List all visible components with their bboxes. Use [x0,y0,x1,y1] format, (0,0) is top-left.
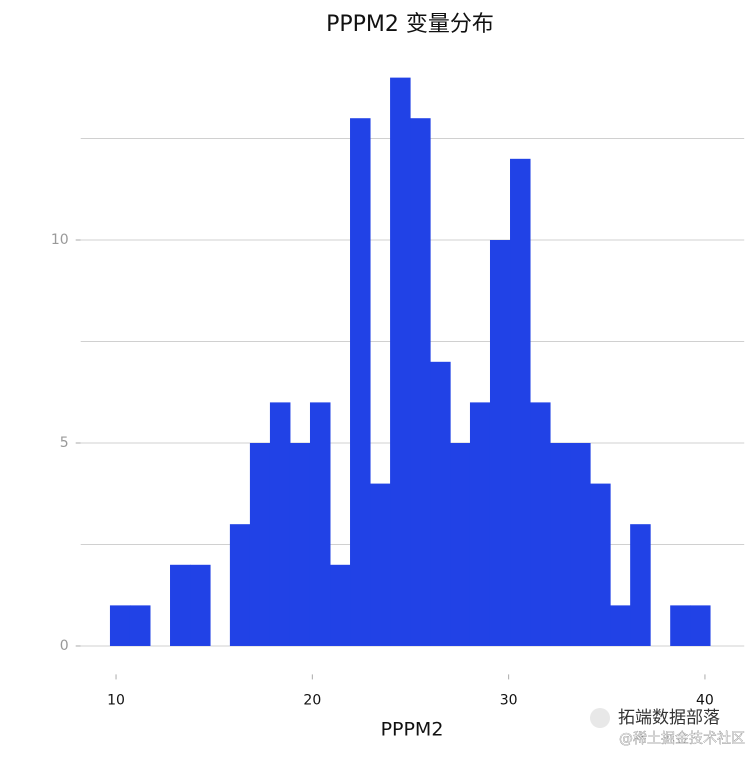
bar [590,483,611,646]
bar [170,564,191,646]
watermark-text: 拓端数据部落 [618,708,720,728]
y-tick-label: 10 [51,232,69,248]
x-tick-label: 10 [107,692,125,708]
bar [129,605,151,646]
bar [489,240,511,646]
bar [330,564,351,646]
bar [469,402,491,646]
bar [269,402,291,646]
bar [370,483,391,646]
chart-title: PPPM2 变量分布 [326,12,494,37]
bar [190,564,211,646]
bar [450,442,471,646]
x-tick-label: 40 [696,692,714,708]
watermark-text: @稀土掘金技术社区 [619,731,745,747]
watermark: 拓端数据部落 @稀土掘金技术社区 [590,708,745,747]
bar [610,605,631,646]
bar [289,442,311,646]
bar [510,158,531,646]
bar [229,524,251,646]
bar [109,605,131,646]
bar [410,118,431,646]
bar [530,402,551,646]
y-tick-label: 5 [60,435,69,451]
x-tick-label: 30 [500,692,518,708]
bar [670,605,691,646]
watermark-icon [590,708,610,728]
bar [390,77,411,646]
bar [430,361,451,646]
x-axis-label: PPPM2 [381,719,444,741]
bar [570,442,591,646]
bar [630,524,651,646]
bar [550,442,571,646]
bar [249,442,271,646]
bar [690,605,711,646]
bar [350,118,371,646]
bar [309,402,331,646]
x-tick-label: 20 [303,692,321,708]
y-tick-label: 0 [60,638,69,654]
